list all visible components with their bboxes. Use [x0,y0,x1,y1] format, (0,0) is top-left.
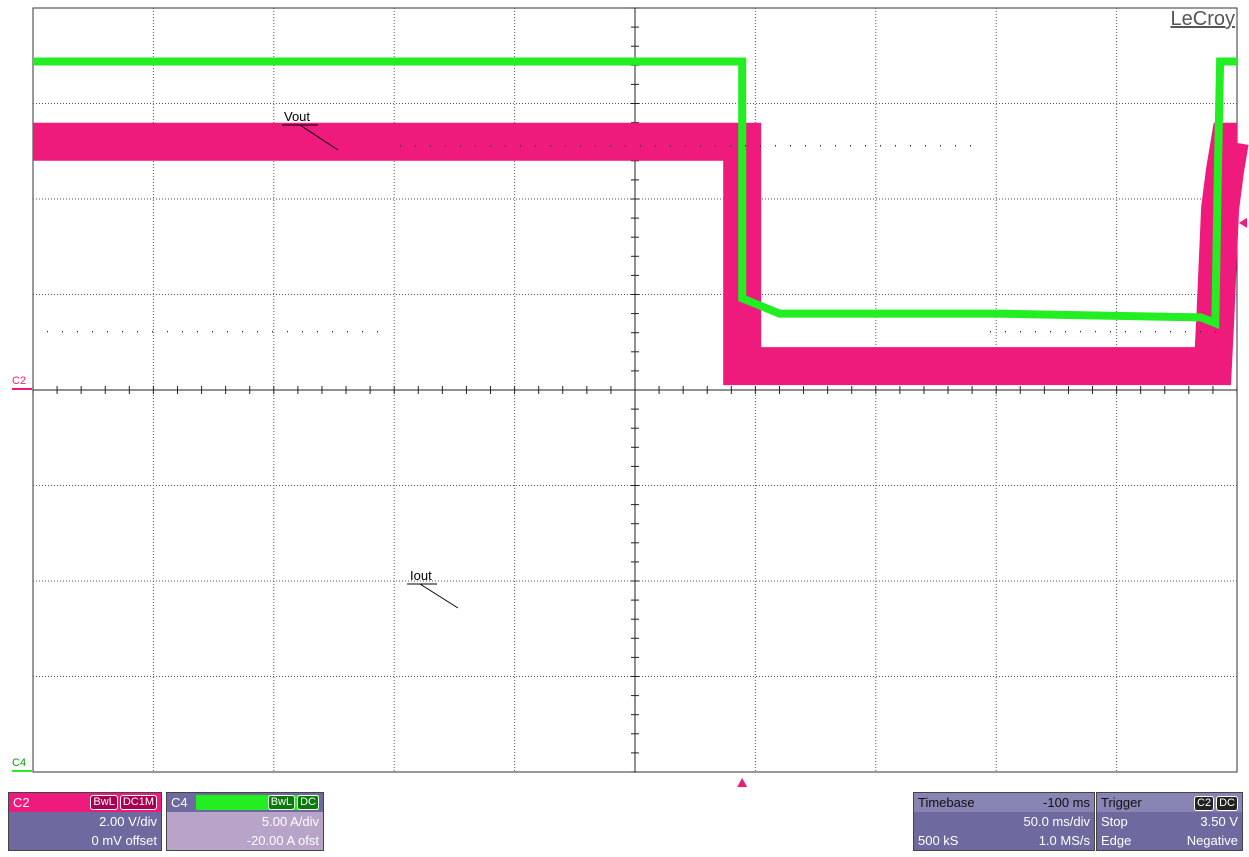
trigger-position-marker [737,778,748,787]
trigger-mode: Stop [1101,814,1128,829]
timebase-delay: -100 ms [1043,795,1090,810]
timebase-scale: 50.0 ms/div [1023,814,1090,829]
brand-logo: LeCroy [1170,8,1235,30]
trigger-panel[interactable]: Trigger C2 DC Stop 3.50 V Edge Negative [1096,792,1243,851]
c4-bwl-tag: BwL [267,795,296,810]
trigger-type: Edge [1101,833,1132,848]
c4-ground-marker: C4 [12,757,26,769]
trace-iout-edge [33,60,1237,325]
vout-annotation-leader [299,124,339,151]
c4-channel-panel[interactable]: C4 BwL DC 5.00 A/div -20.00 A ofst [166,792,324,851]
timebase-label: Timebase [918,795,975,810]
timebase-panel[interactable]: Timebase -100 ms 50.0 ms/div 500 kS 1.0 … [913,792,1095,851]
timebase-samples: 500 kS [918,833,959,848]
c4-coupling-tag: DC [297,795,319,810]
c2-scale: 2.00 V/div [99,814,157,829]
timebase-rate: 1.0 MS/s [1038,833,1090,848]
trigger-level: 3.50 V [1200,814,1238,829]
trigger-slope: Negative [1186,833,1238,848]
iout-annotation: Iout [410,568,432,583]
trigger-level-marker [1239,217,1247,228]
c4-scale: 5.00 A/div [261,814,319,829]
waveform-plot: Vout Iout C2 C4 [12,7,1249,787]
c2-coupling-tag: DC1M [119,795,157,810]
c4-offset: -20.00 A ofst [246,833,319,848]
trigger-source-tag: C2 [1194,796,1215,811]
c2-channel-panel[interactable]: C2 BwL DC1M 2.00 V/div 0 mV offset [8,792,162,851]
c2-ground-marker: C2 [12,375,26,387]
vout-annotation: Vout [284,109,310,124]
trigger-coupling-tag: DC [1216,796,1238,811]
oscilloscope-display: Vout Iout C2 C4 LeCroy [12,7,1249,787]
c4-label: C4 [171,795,188,810]
c2-bwl-tag: BwL [90,795,118,810]
trigger-label: Trigger [1101,795,1142,810]
c2-offset: 0 mV offset [91,833,157,848]
c2-label: C2 [13,795,30,810]
iout-annotation-leader [419,583,459,609]
